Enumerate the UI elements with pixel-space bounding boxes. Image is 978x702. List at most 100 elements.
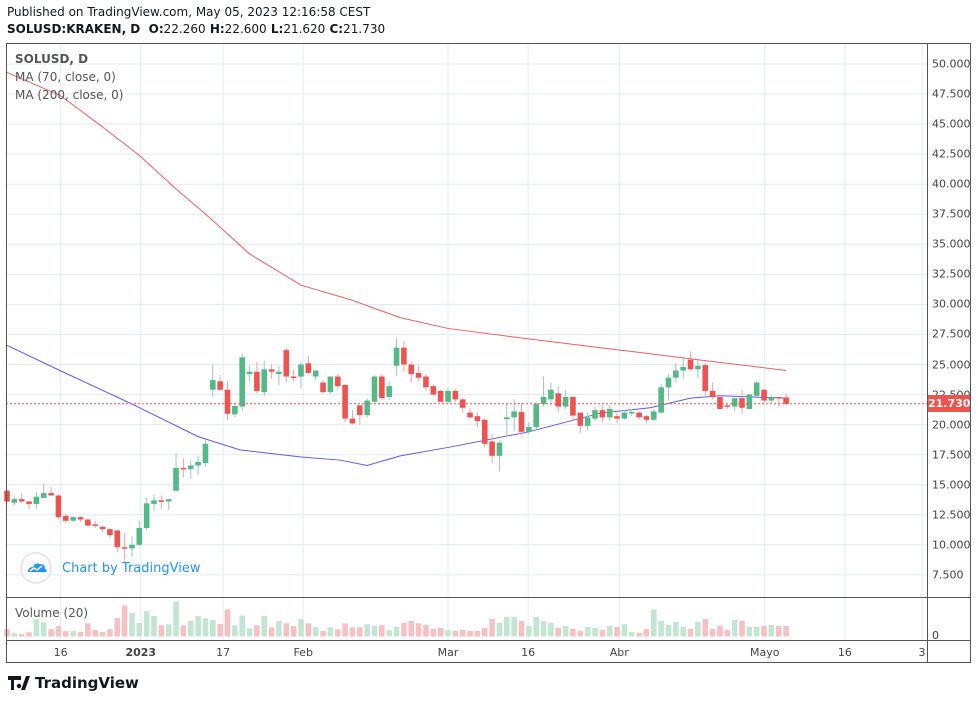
candle-body — [702, 365, 709, 391]
candle-body — [474, 416, 481, 421]
candle — [342, 383, 348, 423]
volume-bar — [731, 619, 738, 637]
candle — [606, 405, 613, 421]
candle — [195, 455, 201, 476]
volume-bar — [599, 629, 606, 637]
volume-bar — [187, 620, 194, 637]
candle-body — [709, 390, 716, 397]
volume-bar — [26, 632, 32, 637]
volume-bar — [702, 619, 709, 637]
candle-body — [202, 443, 209, 464]
candle — [254, 362, 260, 394]
candle-body — [121, 547, 128, 549]
candle-body — [173, 467, 179, 491]
candle-body — [129, 544, 135, 549]
volume-bar — [665, 624, 672, 637]
volume-bar — [562, 625, 569, 637]
volume-bar — [246, 628, 253, 637]
candle-body — [489, 441, 495, 456]
candle-body — [599, 410, 606, 418]
candle-body — [26, 501, 32, 504]
candle — [290, 369, 297, 382]
open-label: O: — [148, 22, 164, 36]
volume-bar — [636, 632, 642, 637]
price-tick-label: 37.500 — [932, 207, 971, 221]
volume-bar — [651, 609, 657, 637]
candle-body — [239, 357, 245, 407]
volume-bar — [121, 605, 128, 637]
price-tick-label: 25.000 — [932, 358, 971, 371]
candle-body — [584, 417, 591, 426]
candle-body — [63, 515, 69, 521]
watermark[interactable]: Chart by TradingView — [20, 552, 200, 584]
candle-body — [518, 411, 525, 432]
price-tick-label: 27.500 — [932, 327, 971, 341]
candle-body — [327, 376, 334, 393]
volume-bar — [768, 624, 775, 637]
candle-body — [151, 500, 157, 504]
legend-ma200[interactable]: MA (200, close, 0) — [15, 88, 124, 102]
candle — [393, 338, 400, 376]
time-tick-label: 2023 — [125, 646, 157, 659]
candle-body — [783, 397, 789, 404]
candle — [136, 520, 143, 547]
candle-body — [658, 387, 664, 413]
volume-bar — [467, 630, 473, 637]
time-tick-label: 17 — [216, 646, 231, 659]
candle — [268, 364, 275, 379]
candle — [467, 407, 473, 419]
candle — [621, 410, 628, 420]
volume-bar — [232, 625, 238, 637]
volume-bar — [357, 627, 363, 637]
price-tick-label: 30.000 — [932, 297, 971, 311]
candle — [379, 374, 385, 400]
candle — [474, 412, 481, 428]
candle — [320, 380, 326, 394]
candle — [114, 530, 121, 553]
candle-body — [224, 389, 231, 414]
candle — [408, 362, 415, 383]
candle-body — [290, 376, 297, 379]
ma200-line-group — [6, 71, 787, 372]
volume-bar — [261, 616, 268, 637]
candle — [55, 494, 62, 520]
candle — [415, 365, 422, 382]
candle-body — [165, 499, 172, 502]
price-tick-label: 32.500 — [932, 267, 971, 281]
candle-body — [555, 393, 562, 407]
legend-ma70[interactable]: MA (70, close, 0) — [15, 70, 116, 84]
candle — [129, 536, 135, 557]
volume-bar — [33, 619, 40, 637]
time-tick-label: Abr — [609, 646, 629, 659]
candle-body — [481, 419, 488, 444]
candle — [298, 362, 304, 389]
candle — [357, 405, 363, 425]
volume-bar — [452, 630, 459, 637]
volume-legend[interactable]: Volume (20) — [15, 606, 89, 620]
price-tick-label: 47.500 — [932, 87, 971, 101]
candle-body — [731, 398, 738, 407]
watermark-text[interactable]: Chart by TradingView — [62, 560, 201, 576]
candle-body — [187, 465, 194, 470]
candle-body — [305, 363, 312, 373]
candle — [349, 410, 356, 425]
volume-bar — [18, 634, 25, 637]
tradingview-logo[interactable]: TradingView — [8, 674, 139, 692]
volume-bar — [217, 623, 223, 637]
time-tick-label: Feb — [293, 646, 313, 659]
candle-body — [349, 418, 356, 424]
candle-body — [673, 370, 679, 378]
candle — [511, 399, 517, 431]
candle — [717, 394, 723, 411]
volume-bar — [753, 626, 760, 637]
candle — [636, 411, 642, 420]
candle-body — [261, 369, 268, 393]
candle-body — [18, 499, 25, 502]
time-tick-label: 16 — [53, 646, 68, 659]
time-tick-label: Mar — [437, 646, 459, 659]
volume-bar — [158, 625, 165, 637]
candle-body — [687, 359, 694, 370]
candle-body — [724, 405, 731, 407]
volume-bar — [254, 625, 260, 637]
